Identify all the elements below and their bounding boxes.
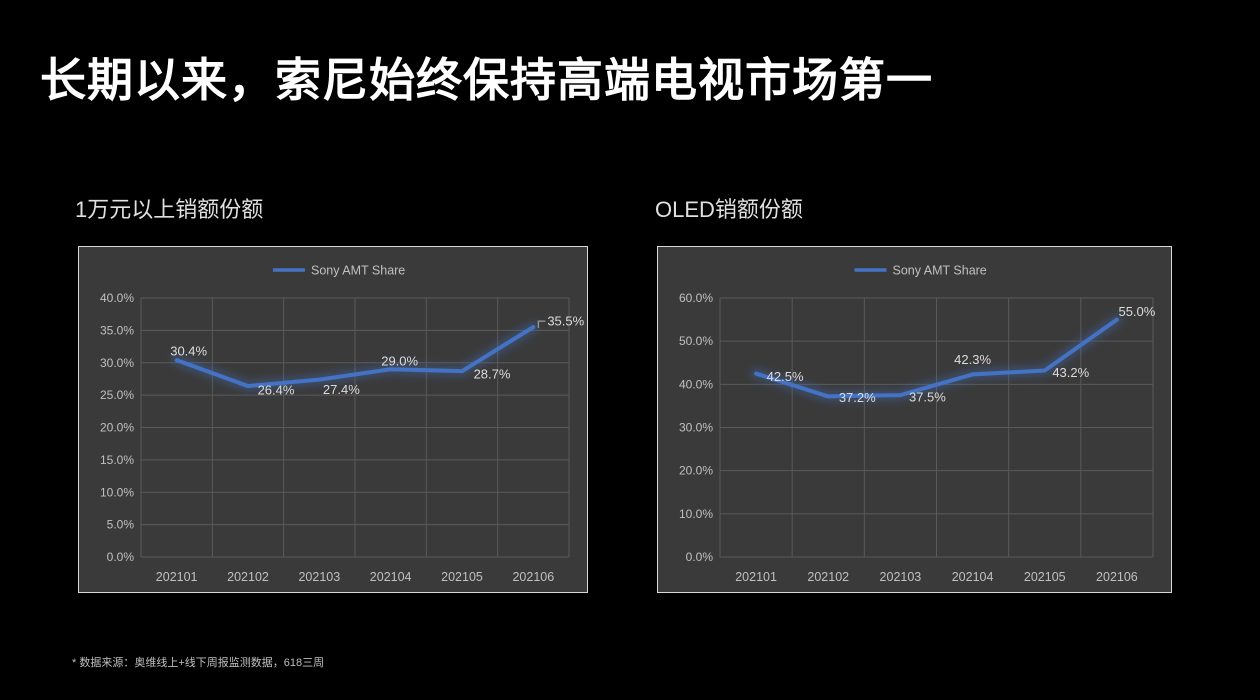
line-chart-oled-share: 0.0% 10.0% 20.0% 30.0% 40.0% 50.0% 60.0% 202101…	[657, 246, 1172, 593]
x-tick-label: 202106	[1096, 570, 1138, 584]
data-labels: 30.4% 26.4% 27.4% 29.0% 28.7% 35.5%	[170, 314, 584, 398]
chart-subtitle-left: 1万元以上销额份额	[75, 197, 264, 222]
y-tick-label: 35.0%	[100, 323, 134, 337]
x-tick-label: 202105	[441, 570, 483, 584]
x-tick-label: 202106	[512, 570, 554, 584]
x-tick-label: 202105	[1024, 570, 1066, 584]
legend: Sony AMT Share	[854, 264, 987, 278]
y-tick-label: 30.0%	[100, 356, 134, 370]
y-tick-label: 15.0%	[100, 453, 134, 467]
data-label: 27.4%	[323, 382, 360, 397]
legend: Sony AMT Share	[273, 264, 405, 278]
y-tick-label: 5.0%	[107, 518, 135, 532]
x-tick-label: 202101	[156, 570, 198, 584]
x-tick-label: 202104	[952, 570, 994, 584]
x-tick-label: 202101	[735, 570, 777, 584]
data-label: 43.2%	[1052, 365, 1089, 380]
y-tick-label: 20.0%	[100, 421, 134, 435]
line-chart-high-end-share: 0.0% 5.0% 10.0% 15.0% 20.0% 25.0% 30.0% 35.0% 40…	[78, 246, 588, 593]
data-label: 29.0%	[381, 354, 418, 369]
data-label: 26.4%	[258, 383, 295, 398]
y-tick-label: 0.0%	[686, 550, 714, 564]
chart-subtitle-right: OLED销额份额	[655, 197, 803, 222]
data-labels: 42.5% 37.2% 37.5% 42.3% 43.2% 55.0%	[767, 304, 1156, 405]
data-label: 55.0%	[1118, 304, 1155, 319]
y-tick-label: 40.0%	[100, 291, 134, 305]
y-tick-label: 10.0%	[679, 507, 713, 521]
y-tick-label: 0.0%	[107, 550, 135, 564]
x-axis-labels: 202101 202102 202103 202104 202105 202106	[156, 570, 554, 584]
series-line	[754, 317, 1119, 399]
y-axis-labels: 0.0% 5.0% 10.0% 15.0% 20.0% 25.0% 30.0% 35.0% 40…	[100, 291, 134, 564]
series-line	[174, 325, 536, 389]
x-tick-label: 202102	[807, 570, 849, 584]
label-callout-line	[537, 320, 546, 329]
x-tick-label: 202104	[370, 570, 412, 584]
data-label: 35.5%	[547, 314, 584, 329]
x-axis-labels: 202101 202102 202103 202104 202105 202106	[735, 570, 1138, 584]
data-label: 42.3%	[954, 352, 991, 367]
y-tick-label: 40.0%	[679, 377, 713, 391]
slide-title: 长期以来，索尼始终保持高端电视市场第一	[40, 54, 933, 106]
y-tick-label: 10.0%	[100, 485, 134, 499]
y-tick-label: 20.0%	[679, 464, 713, 478]
data-label: 37.5%	[909, 390, 946, 405]
data-label: 42.5%	[767, 369, 804, 384]
x-tick-label: 202102	[227, 570, 269, 584]
footnote: * 数据来源：奥维线上+线下周报监测数据，618三周	[72, 657, 325, 669]
data-label: 30.4%	[170, 344, 207, 359]
y-tick-label: 60.0%	[679, 291, 713, 305]
x-tick-label: 202103	[298, 570, 340, 584]
legend-label: Sony AMT Share	[893, 264, 987, 278]
chart-svg: 0.0% 5.0% 10.0% 15.0% 20.0% 25.0% 30.0% 35.0% 40…	[100, 264, 585, 585]
gridlines	[140, 297, 570, 558]
x-tick-label: 202103	[880, 570, 922, 584]
y-tick-label: 30.0%	[679, 421, 713, 435]
chart-svg: 0.0% 10.0% 20.0% 30.0% 40.0% 50.0% 60.0% 202101…	[679, 264, 1156, 585]
legend-label: Sony AMT Share	[311, 264, 405, 278]
data-label: 28.7%	[474, 367, 511, 382]
y-tick-label: 25.0%	[100, 388, 134, 402]
data-label: 37.2%	[839, 390, 876, 405]
y-tick-label: 50.0%	[679, 334, 713, 348]
y-axis-labels: 0.0% 10.0% 20.0% 30.0% 40.0% 50.0% 60.0%	[679, 291, 713, 564]
